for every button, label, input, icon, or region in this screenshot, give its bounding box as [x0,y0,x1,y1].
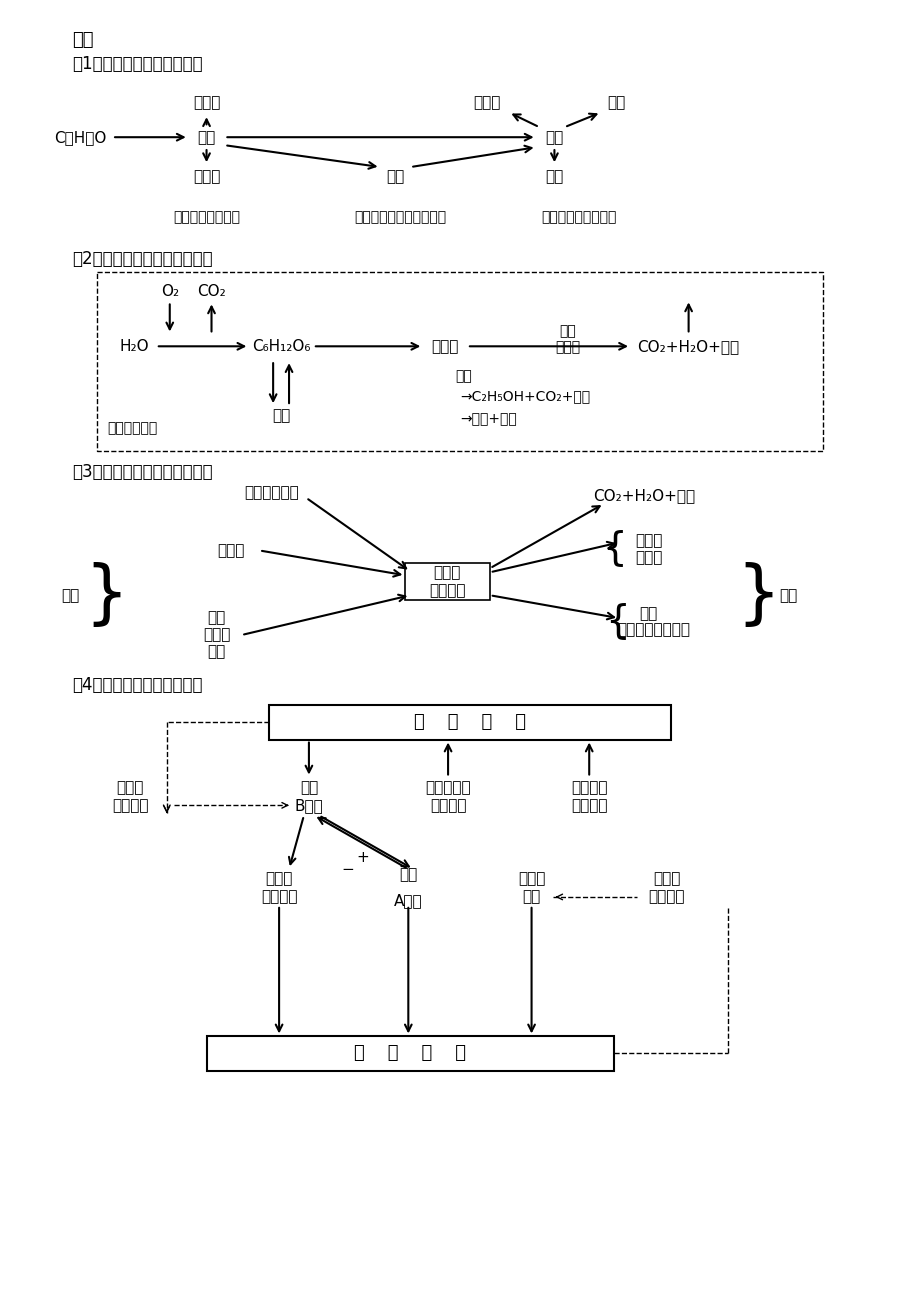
Text: 分泌增高: 分泌增高 [429,798,466,812]
Text: 血    糖    降    低: 血 糖 降 低 [354,1044,466,1062]
Text: {: { [604,602,629,640]
Text: 胰岛素: 胰岛素 [265,871,292,887]
Text: 分泌增多: 分泌增多 [261,889,297,905]
Text: 血    糖    升    高: 血 糖 升 高 [414,712,526,731]
Text: 多糖: 多糖 [545,130,563,144]
Text: 绿色植物体内: 绿色植物体内 [107,421,157,436]
Text: C₆H₁₂O₆: C₆H₁₂O₆ [252,339,310,354]
Text: B细胞: B细胞 [294,798,323,812]
Text: CO₂+H₂O+能量: CO₂+H₂O+能量 [592,489,694,503]
Text: 二糖: 二糖 [386,169,404,185]
Text: （肝糖元和肌糖元）: （肝糖元和肌糖元） [541,209,617,224]
Text: 髓质: 髓质 [522,889,540,905]
Text: 线粒体: 线粒体 [554,341,579,355]
Text: 分泌增多: 分泌增多 [571,798,607,812]
Text: 乳酸: 乳酸 [207,645,225,659]
Text: 淀粉: 淀粉 [607,95,625,110]
Text: 肝糖元: 肝糖元 [218,543,244,558]
Text: 来源: 来源 [62,588,79,603]
Text: H₂O: H₂O [119,339,149,354]
Text: 淀粉: 淀粉 [272,408,289,424]
Text: 纤维素: 纤维素 [472,95,500,110]
Text: 五碳糖: 五碳糖 [193,95,220,110]
Text: 下丘脑: 下丘脑 [116,780,143,794]
Text: }: } [735,562,779,629]
Text: →乳酸+能量: →乳酸+能量 [460,412,516,426]
Text: CO₂+H₂O+能量: CO₂+H₂O+能量 [637,339,739,354]
Text: 丙酮酸: 丙酮酸 [431,339,459,354]
Text: （血糖）: （血糖） [428,582,465,598]
Text: 氨基酸: 氨基酸 [202,628,230,642]
Text: 肾上腺: 肾上腺 [517,871,545,887]
Text: 肝糖元: 肝糖元 [634,533,662,549]
Text: 有氧: 有氧 [559,325,575,338]
Text: 下丘脑: 下丘脑 [652,871,680,887]
Text: 葡萄糖: 葡萄糖 [433,564,460,580]
Text: 肾上腺素: 肾上腺素 [571,780,607,794]
Text: （葡萄糖和果糖）: （葡萄糖和果糖） [173,209,240,224]
Text: （1）糖类的化学组成和种类: （1）糖类的化学组成和种类 [73,55,203,73]
Text: {: { [601,529,626,567]
Text: 某些非必需氨基酸: 某些非必需氨基酸 [617,623,689,637]
Text: −: − [341,862,354,876]
Text: 去路: 去路 [778,588,796,603]
Text: 某一区域: 某一区域 [648,889,685,905]
Text: 无氧: 无氧 [455,369,471,384]
Text: 单糖: 单糖 [198,130,215,144]
Text: （蔗糖、麦芽糖、乳糖）: （蔗糖、麦芽糖、乳糖） [354,209,446,224]
Text: 糖元: 糖元 [545,169,563,185]
Text: →C₂H₅OH+CO₂+能量: →C₂H₅OH+CO₂+能量 [460,389,589,403]
Text: CO₂: CO₂ [197,283,226,299]
Text: A细胞: A细胞 [393,893,422,909]
Text: 肌糖元: 肌糖元 [634,550,662,566]
Text: 六碳糖: 六碳糖 [193,169,220,185]
Text: O₂: O₂ [161,283,178,299]
Text: C、H、O: C、H、O [54,130,107,144]
Text: （2）绿色植物体内糖类的代谢: （2）绿色植物体内糖类的代谢 [73,250,213,268]
Text: 糖类: 糖类 [73,31,94,48]
Text: 胰岛: 胰岛 [399,867,417,883]
Text: （3）人和动物体内糖类的代谢: （3）人和动物体内糖类的代谢 [73,463,213,481]
Text: }: } [84,562,128,629]
Text: 胰高血糖素: 胰高血糖素 [425,780,471,794]
Text: 食物中的淀粉: 食物中的淀粉 [244,485,298,500]
Text: +: + [356,850,369,865]
Text: 脂肪: 脂肪 [639,606,657,620]
Text: （4）人体内血糖平衡的调节: （4）人体内血糖平衡的调节 [73,676,202,694]
Text: 另一区域: 另一区域 [111,798,148,812]
Text: 胰岛: 胰岛 [300,780,318,794]
Text: 甘油: 甘油 [207,611,225,625]
